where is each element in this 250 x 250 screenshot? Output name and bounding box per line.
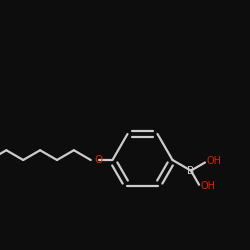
Text: OH: OH — [200, 181, 215, 191]
Text: OH: OH — [206, 156, 221, 166]
Text: B: B — [187, 166, 194, 175]
Text: O: O — [94, 155, 103, 165]
